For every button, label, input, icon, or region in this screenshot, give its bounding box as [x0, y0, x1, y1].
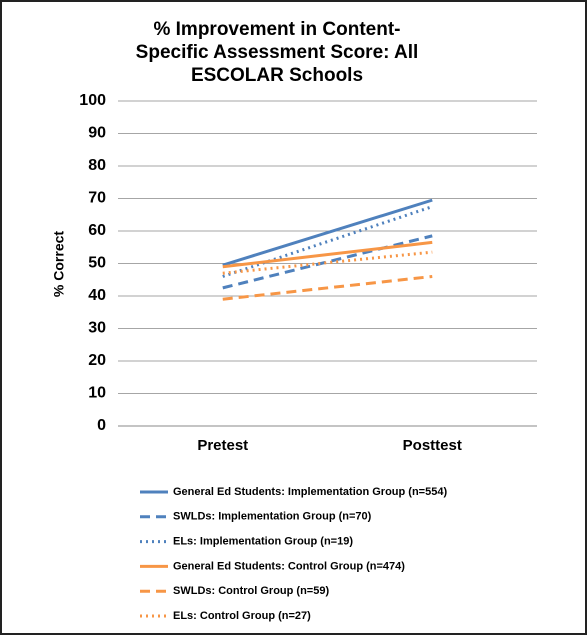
x-tick-label: Posttest [403, 437, 462, 454]
y-tick-label: 60 [88, 222, 106, 239]
series-line [222, 234, 433, 290]
y-tick-label: 0 [97, 417, 106, 434]
series-line [222, 205, 433, 278]
y-tick-label: 90 [88, 125, 106, 142]
y-tick-label: 30 [88, 320, 106, 337]
legend-label: General Ed Students: Implementation Grou… [173, 486, 447, 498]
x-tick-label: Pretest [197, 437, 248, 454]
y-tick-label: 100 [79, 92, 106, 109]
y-tick-label: 20 [88, 352, 106, 369]
series-line [222, 198, 433, 267]
series-line [222, 275, 433, 301]
y-tick-label: 80 [88, 157, 106, 174]
y-tick-label: 50 [88, 255, 106, 272]
y-tick-label: 70 [88, 190, 106, 207]
y-axis-label: % Correct [51, 231, 67, 297]
legend-label: ELs: Control Group (n=27) [173, 610, 311, 622]
y-tick-label: 40 [88, 287, 106, 304]
legend-label: SWLDs: Control Group (n=59) [173, 585, 329, 597]
y-tick-label: 10 [88, 385, 106, 402]
legend-label: SWLDs: Implementation Group (n=70) [173, 511, 372, 523]
chart-title: % Improvement in Content-Specific Assess… [135, 19, 419, 86]
series-line [222, 240, 433, 269]
legend-label: ELs: Implementation Group (n=19) [173, 536, 353, 548]
legend-label: General Ed Students: Control Group (n=47… [173, 560, 405, 572]
series-line [222, 250, 433, 275]
